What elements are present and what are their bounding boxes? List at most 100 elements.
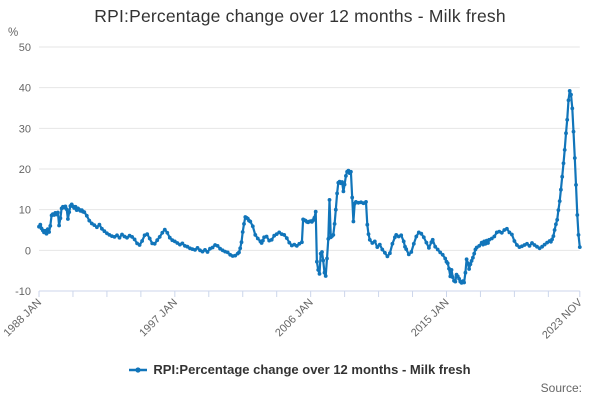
data-point-marker[interactable] xyxy=(82,210,87,215)
data-point-marker[interactable] xyxy=(160,230,165,235)
data-point-marker[interactable] xyxy=(315,259,319,264)
data-point-marker[interactable] xyxy=(47,230,51,234)
data-point-marker[interactable] xyxy=(323,274,328,278)
data-point-marker[interactable] xyxy=(130,235,135,239)
data-point-marker[interactable] xyxy=(421,235,426,240)
data-point-marker[interactable] xyxy=(554,222,558,227)
data-point-marker[interactable] xyxy=(560,174,565,179)
data-point-marker[interactable] xyxy=(38,222,43,227)
data-point-marker[interactable] xyxy=(567,89,572,93)
data-point-marker[interactable] xyxy=(97,222,102,227)
data-point-marker[interactable] xyxy=(316,268,321,272)
data-point-marker[interactable] xyxy=(237,250,241,255)
data-point-marker[interactable] xyxy=(332,222,337,226)
data-point-marker[interactable] xyxy=(333,207,338,212)
data-point-marker[interactable] xyxy=(565,117,570,122)
data-point-marker[interactable] xyxy=(566,98,571,103)
data-point-marker[interactable] xyxy=(510,232,514,237)
data-point-marker[interactable] xyxy=(499,230,504,235)
data-point-marker[interactable] xyxy=(58,216,63,221)
data-point-marker[interactable] xyxy=(255,236,260,241)
data-point-marker[interactable] xyxy=(450,275,455,280)
data-point-marker[interactable] xyxy=(253,233,258,237)
data-point-marker[interactable] xyxy=(351,219,356,224)
data-point-marker[interactable] xyxy=(572,156,577,160)
data-point-marker[interactable] xyxy=(63,204,68,209)
data-point-marker[interactable] xyxy=(137,243,142,247)
data-point-marker[interactable] xyxy=(561,161,566,166)
data-point-marker[interactable] xyxy=(571,129,576,134)
data-point-marker[interactable] xyxy=(56,210,60,215)
data-point-marker[interactable] xyxy=(414,234,419,239)
data-point-marker[interactable] xyxy=(468,262,473,267)
data-point-marker[interactable] xyxy=(364,200,368,204)
data-point-marker[interactable] xyxy=(367,237,372,242)
data-point-marker[interactable] xyxy=(445,261,450,266)
data-point-marker[interactable] xyxy=(472,251,477,256)
data-point-marker[interactable] xyxy=(390,241,395,246)
data-point-marker[interactable] xyxy=(344,174,348,178)
data-point-marker[interactable] xyxy=(180,241,185,246)
data-point-marker[interactable] xyxy=(203,248,207,252)
data-point-marker[interactable] xyxy=(574,183,578,187)
data-point-marker[interactable] xyxy=(282,233,287,237)
data-point-marker[interactable] xyxy=(284,236,289,241)
data-point-marker[interactable] xyxy=(321,258,326,263)
data-point-marker[interactable] xyxy=(505,226,509,231)
data-point-marker[interactable] xyxy=(569,92,573,97)
data-point-marker[interactable] xyxy=(512,239,517,243)
data-point-marker[interactable] xyxy=(100,226,104,231)
data-point-marker[interactable] xyxy=(438,250,443,255)
data-point-marker[interactable] xyxy=(313,209,318,214)
data-point-marker[interactable] xyxy=(115,233,119,238)
data-point-marker[interactable] xyxy=(477,244,482,248)
data-point-marker[interactable] xyxy=(269,237,274,242)
data-point-marker[interactable] xyxy=(552,228,557,232)
data-point-marker[interactable] xyxy=(117,235,122,240)
data-point-marker[interactable] xyxy=(335,191,339,196)
data-point-marker[interactable] xyxy=(167,235,172,240)
data-point-marker[interactable] xyxy=(559,187,563,192)
data-point-marker[interactable] xyxy=(125,235,129,240)
data-point-marker[interactable] xyxy=(87,218,92,223)
data-point-marker[interactable] xyxy=(145,232,150,237)
data-point-marker[interactable] xyxy=(325,256,329,261)
data-point-marker[interactable] xyxy=(242,222,246,226)
data-point-marker[interactable] xyxy=(486,241,490,245)
data-point-marker[interactable] xyxy=(562,148,567,152)
data-point-marker[interactable] xyxy=(300,240,304,245)
data-point-marker[interactable] xyxy=(383,250,387,255)
data-point-marker[interactable] xyxy=(341,189,346,194)
data-point-marker[interactable] xyxy=(443,256,448,261)
data-point-marker[interactable] xyxy=(469,259,474,263)
data-point-marker[interactable] xyxy=(435,247,440,252)
data-point-marker[interactable] xyxy=(525,241,529,246)
data-point-marker[interactable] xyxy=(375,245,380,250)
data-point-marker[interactable] xyxy=(540,244,544,249)
data-point-marker[interactable] xyxy=(550,237,554,242)
data-point-marker[interactable] xyxy=(424,240,429,245)
data-point-marker[interactable] xyxy=(92,223,97,228)
data-point-marker[interactable] xyxy=(385,254,390,259)
data-point-marker[interactable] xyxy=(453,279,458,284)
data-point-marker[interactable] xyxy=(388,251,392,256)
data-point-marker[interactable] xyxy=(406,252,411,257)
data-point-marker[interactable] xyxy=(433,244,438,249)
data-point-marker[interactable] xyxy=(577,245,582,250)
data-point-marker[interactable] xyxy=(430,237,435,242)
data-point-marker[interactable] xyxy=(317,272,322,276)
data-point-marker[interactable] xyxy=(261,238,265,243)
data-point-marker[interactable] xyxy=(340,180,344,184)
data-point-marker[interactable] xyxy=(66,217,70,221)
data-point-marker[interactable] xyxy=(492,234,497,239)
data-point-marker[interactable] xyxy=(48,224,53,228)
data-point-marker[interactable] xyxy=(365,222,370,227)
data-point-marker[interactable] xyxy=(401,239,406,244)
data-point-marker[interactable] xyxy=(264,234,269,239)
data-point-marker[interactable] xyxy=(152,241,157,246)
data-point-marker[interactable] xyxy=(215,244,220,248)
data-point-marker[interactable] xyxy=(64,207,69,212)
data-point-marker[interactable] xyxy=(162,227,167,232)
data-point-marker[interactable] xyxy=(463,270,468,275)
data-point-marker[interactable] xyxy=(570,106,575,111)
